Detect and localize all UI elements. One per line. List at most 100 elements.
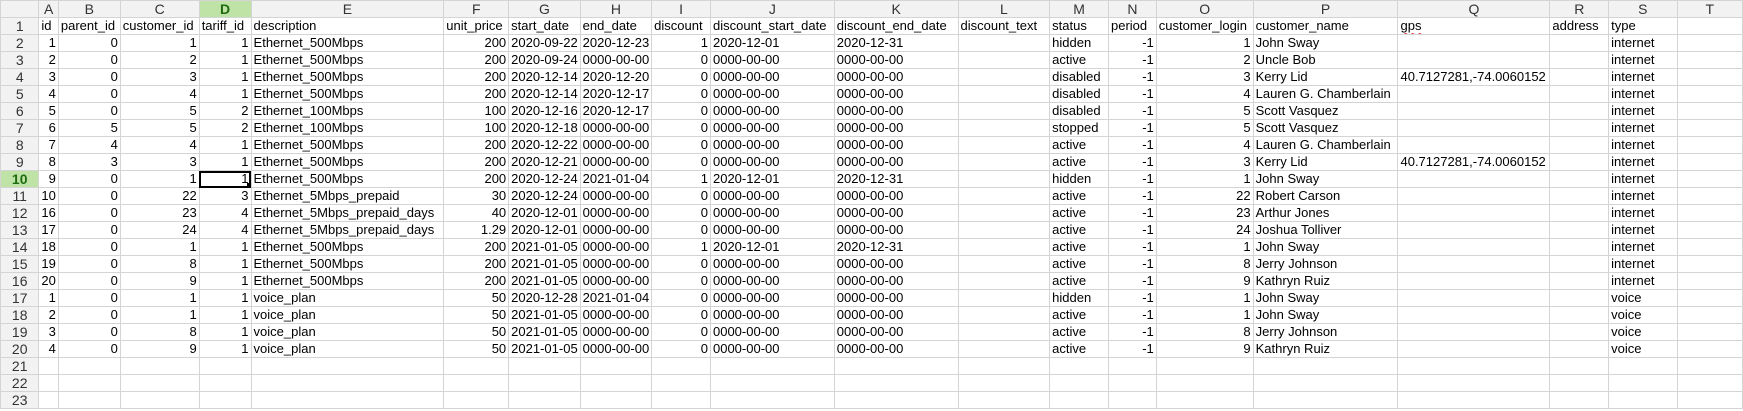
cell-l19[interactable] (957, 323, 1051, 341)
cell-f11[interactable]: 30 (443, 187, 510, 205)
cell-b2[interactable]: 0 (57, 34, 121, 52)
cell-d12[interactable]: 4 (198, 204, 252, 222)
row-header-5[interactable]: 5 (0, 85, 40, 103)
cell-i12[interactable]: 0 (651, 204, 711, 222)
cell-r20[interactable] (1549, 340, 1610, 358)
cell-s12[interactable]: internet (1608, 204, 1678, 222)
cell-q7[interactable] (1397, 119, 1551, 137)
cell-p22[interactable] (1252, 374, 1399, 392)
column-header-m[interactable]: M (1049, 0, 1109, 18)
cell-r17[interactable] (1549, 289, 1610, 307)
cell-s3[interactable]: internet (1608, 51, 1678, 69)
cell-i18[interactable]: 0 (651, 306, 711, 324)
cell-d9[interactable]: 1 (198, 153, 252, 171)
cell-i3[interactable]: 0 (651, 51, 711, 69)
cell-m10[interactable]: hidden (1049, 170, 1109, 188)
column-header-i[interactable]: I (651, 0, 711, 18)
cell-j7[interactable]: 0000-00-00 (709, 119, 835, 137)
cell-t17[interactable] (1676, 289, 1743, 307)
cell-q22[interactable] (1397, 374, 1551, 392)
cell-m13[interactable]: active (1049, 221, 1109, 239)
row-header-21[interactable]: 21 (0, 357, 40, 375)
cell-p17[interactable]: John Sway (1252, 289, 1399, 307)
cell-t7[interactable] (1676, 119, 1743, 137)
cell-q6[interactable] (1397, 102, 1551, 120)
cell-p14[interactable]: John Sway (1252, 238, 1399, 256)
cell-i10[interactable]: 1 (651, 170, 711, 188)
cell-l22[interactable] (957, 374, 1051, 392)
cell-p3[interactable]: Uncle Bob (1252, 51, 1399, 69)
cell-c13[interactable]: 24 (119, 221, 200, 239)
cell-f4[interactable]: 200 (443, 68, 510, 86)
cell-c6[interactable]: 5 (119, 102, 200, 120)
cell-a10[interactable]: 9 (38, 170, 59, 188)
cell-b19[interactable]: 0 (57, 323, 121, 341)
cell-s17[interactable]: voice (1608, 289, 1678, 307)
cell-r1[interactable]: address (1549, 17, 1610, 35)
column-header-r[interactable]: R (1549, 0, 1610, 18)
cell-o9[interactable]: 3 (1155, 153, 1254, 171)
cell-l12[interactable] (957, 204, 1051, 222)
cell-c16[interactable]: 9 (119, 272, 200, 290)
cell-f7[interactable]: 100 (443, 119, 510, 137)
cell-d20[interactable]: 1 (198, 340, 252, 358)
cell-f3[interactable]: 200 (443, 51, 510, 69)
cell-o11[interactable]: 22 (1155, 187, 1254, 205)
cell-m8[interactable]: active (1049, 136, 1109, 154)
cell-i14[interactable]: 1 (651, 238, 711, 256)
cell-m22[interactable] (1049, 374, 1109, 392)
cell-b22[interactable] (57, 374, 121, 392)
cell-l2[interactable] (957, 34, 1051, 52)
cell-i22[interactable] (651, 374, 711, 392)
cell-i8[interactable]: 0 (651, 136, 711, 154)
cell-l7[interactable] (957, 119, 1051, 137)
cell-r2[interactable] (1549, 34, 1610, 52)
cell-k7[interactable]: 0000-00-00 (833, 119, 959, 137)
cell-a21[interactable] (38, 357, 59, 375)
cell-t23[interactable] (1676, 391, 1743, 409)
cell-a2[interactable]: 1 (38, 34, 59, 52)
cell-n14[interactable]: -1 (1107, 238, 1157, 256)
row-header-22[interactable]: 22 (0, 374, 40, 392)
cell-q11[interactable] (1397, 187, 1551, 205)
cell-f23[interactable] (443, 391, 510, 409)
cell-m4[interactable]: disabled (1049, 68, 1109, 86)
cell-d6[interactable]: 2 (198, 102, 252, 120)
cell-t3[interactable] (1676, 51, 1743, 69)
cell-k6[interactable]: 0000-00-00 (833, 102, 959, 120)
cell-c8[interactable]: 4 (119, 136, 200, 154)
cell-d3[interactable]: 1 (198, 51, 252, 69)
cell-q5[interactable] (1397, 85, 1551, 103)
cell-d23[interactable] (198, 391, 252, 409)
cell-g2[interactable]: 2020-09-22 (508, 34, 581, 52)
cell-e1[interactable]: description (250, 17, 445, 35)
cell-f8[interactable]: 200 (443, 136, 510, 154)
cell-r6[interactable] (1549, 102, 1610, 120)
cell-f21[interactable] (443, 357, 510, 375)
column-header-c[interactable]: C (119, 0, 200, 18)
cell-c14[interactable]: 1 (119, 238, 200, 256)
cell-a15[interactable]: 19 (38, 255, 59, 273)
cell-k22[interactable] (833, 374, 959, 392)
cell-a20[interactable]: 4 (38, 340, 59, 358)
cell-r18[interactable] (1549, 306, 1610, 324)
cell-j6[interactable]: 0000-00-00 (709, 102, 835, 120)
cell-s21[interactable] (1608, 357, 1678, 375)
cell-i23[interactable] (651, 391, 711, 409)
cell-e14[interactable]: Ethernet_500Mbps (250, 238, 445, 256)
cell-r4[interactable] (1549, 68, 1610, 86)
row-header-4[interactable]: 4 (0, 68, 40, 86)
column-header-o[interactable]: O (1155, 0, 1254, 18)
cell-r19[interactable] (1549, 323, 1610, 341)
cell-r14[interactable] (1549, 238, 1610, 256)
column-header-b[interactable]: B (57, 0, 121, 18)
cell-h5[interactable]: 2020-12-17 (579, 85, 653, 103)
cell-m5[interactable]: disabled (1049, 85, 1109, 103)
cell-h13[interactable]: 0000-00-00 (579, 221, 653, 239)
cell-j9[interactable]: 0000-00-00 (709, 153, 835, 171)
cell-j18[interactable]: 0000-00-00 (709, 306, 835, 324)
cell-b21[interactable] (57, 357, 121, 375)
cell-q21[interactable] (1397, 357, 1551, 375)
cell-n22[interactable] (1107, 374, 1157, 392)
cell-k13[interactable]: 0000-00-00 (833, 221, 959, 239)
